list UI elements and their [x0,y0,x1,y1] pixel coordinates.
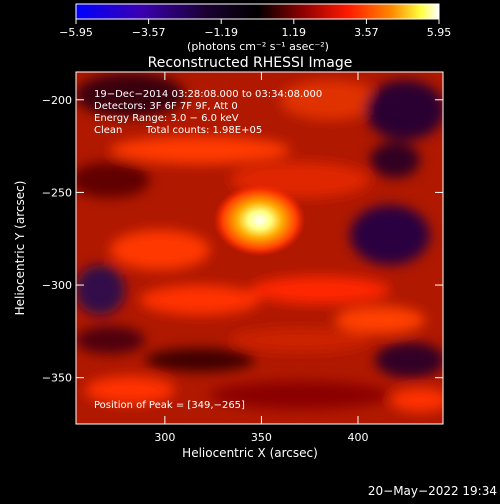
y-tick-label: −350 [42,372,72,385]
colorbar-tick-label: −1.19 [204,26,238,39]
heatmap-texture [76,73,443,412]
colorbar-tick-label: 5.95 [427,26,452,39]
chart-title: Reconstructed RHESSI Image [148,55,353,71]
plot-frame [75,71,444,425]
colorbar-units-label: (photons cm⁻² s⁻¹ asec⁻²) [187,40,329,53]
x-axis: 300 350 400 [154,72,369,444]
annotations: 19−Dec−2014 03:28:08.000 to 03:34:08.000… [94,89,322,411]
x-axis-label: Heliocentric X (arcsec) [182,446,318,460]
annotation-energy-range: Energy Range: 3.0 − 6.0 keV [94,113,239,124]
y-tick-label: −250 [42,186,72,199]
x-tick-label: 350 [251,431,272,444]
colorbar-gradient [75,3,440,20]
x-tick-label: 300 [154,431,175,444]
colorbar-tick-label: 3.57 [354,26,379,39]
footer-timestamp: 20−May−2022 19:34 [368,484,497,498]
colorbar-tick-label: −3.57 [132,26,166,39]
colorbar: −5.95 −3.57 −1.19 1.19 3.57 5.95 (photons cm⁻… [59,3,451,53]
annotation-detectors: Detectors: 3F 6F 7F 9F, Att 0 [94,101,238,112]
y-tick-label: −200 [42,94,72,107]
annotation-total-counts: Total counts: 1.98E+05 [145,125,262,136]
y-axis-label: Heliocentric Y (arcsec) [13,181,27,316]
colorbar-ticks: −5.95 −3.57 −1.19 1.19 3.57 5.95 [59,19,451,39]
emission-peak [213,184,306,257]
colorbar-tick-label: 1.19 [282,26,307,39]
annotation-time-range: 19−Dec−2014 03:28:08.000 to 03:34:08.000 [94,89,322,100]
annotation-clean: Clean [94,125,122,136]
annotation-peak-position: Position of Peak = [349,−265] [94,400,245,411]
colorbar-tick-label: −5.95 [59,26,93,39]
y-axis: −200 −250 −300 −350 [42,94,443,385]
x-tick-label: 400 [348,431,369,444]
y-tick-label: −300 [42,279,72,292]
plot-area [76,72,443,424]
